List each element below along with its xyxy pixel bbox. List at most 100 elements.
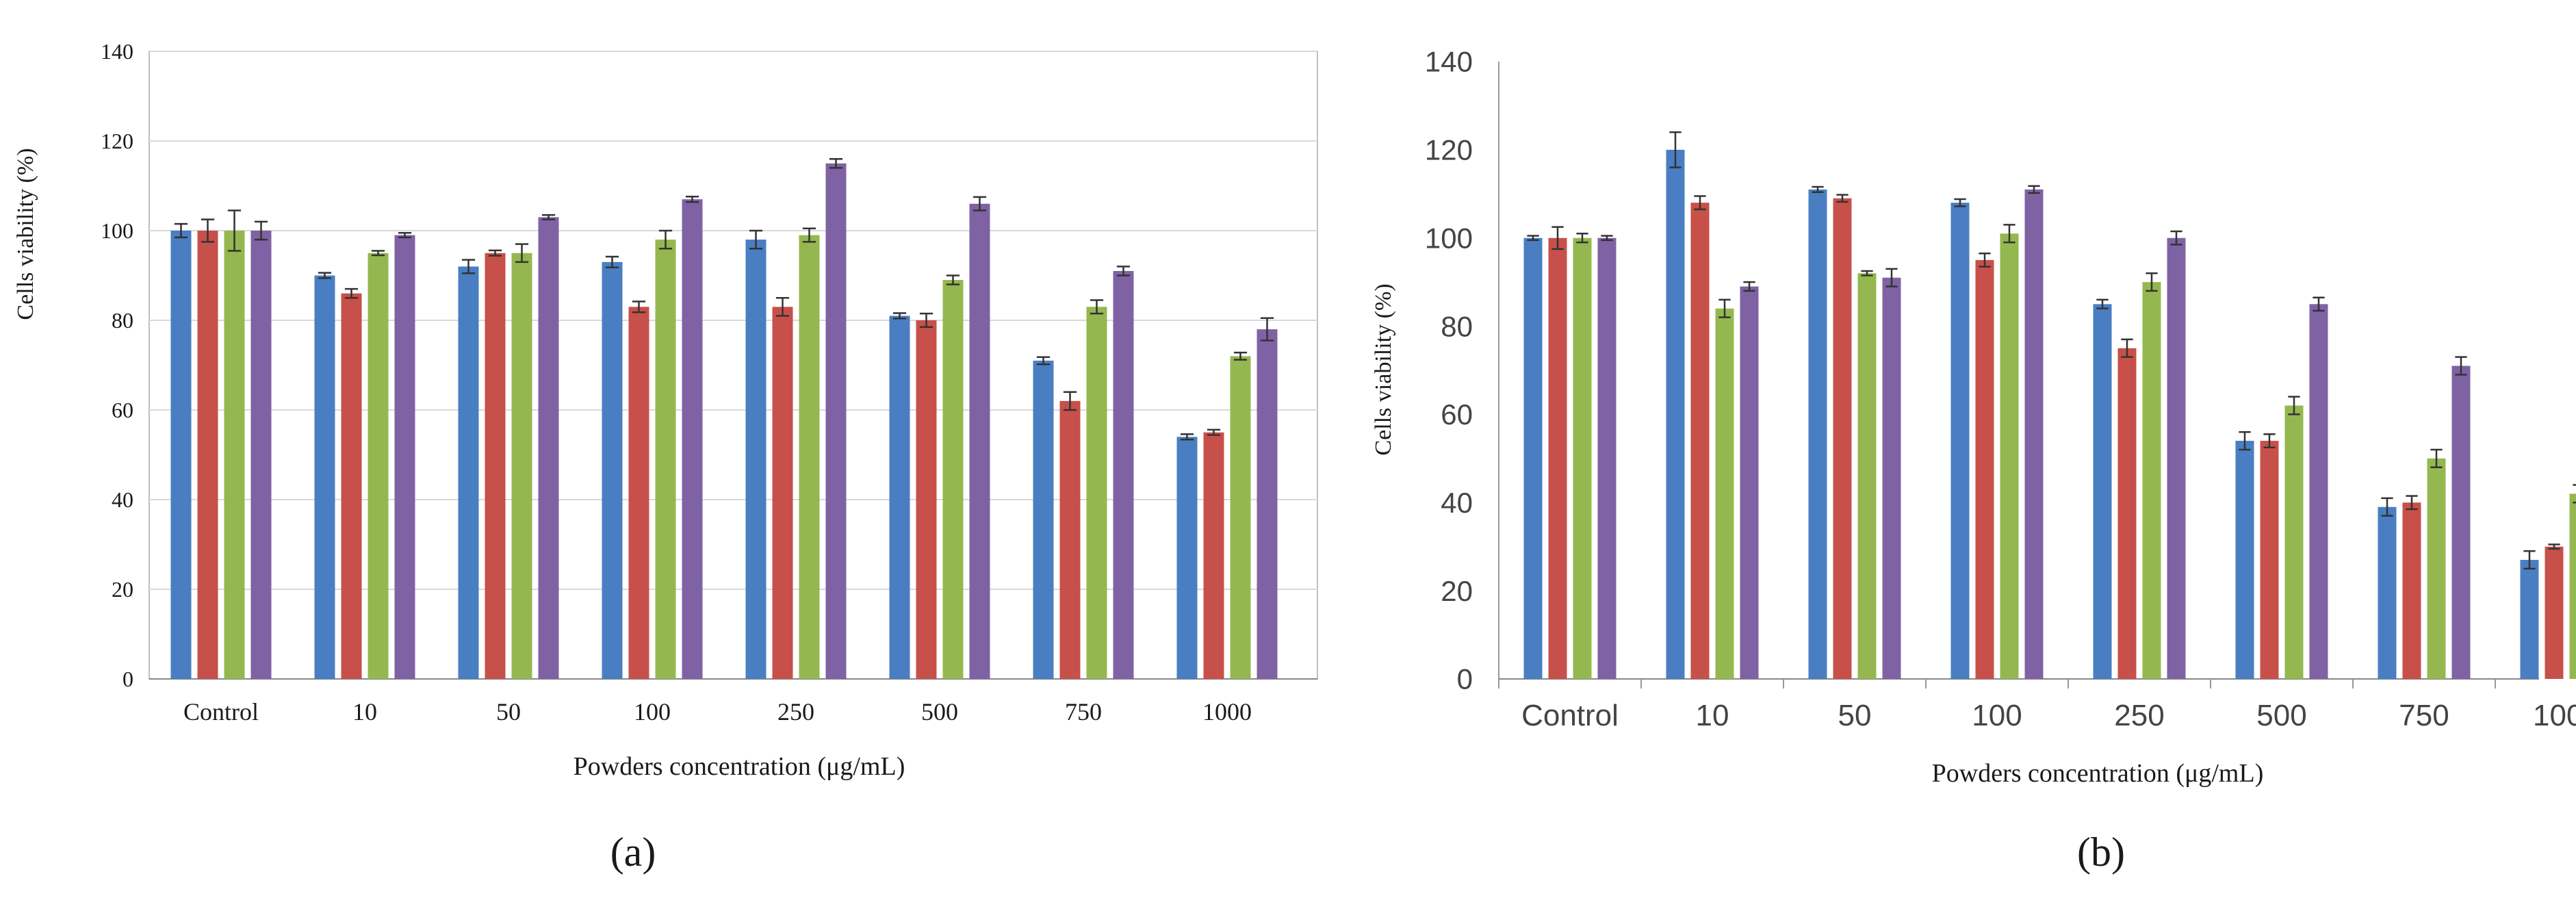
x-category-label-a: 100 bbox=[634, 698, 671, 725]
x-axis-label-b: Powders concentration (μg/mL) bbox=[1932, 759, 2264, 788]
bar-a-750-s2 bbox=[1059, 400, 1081, 679]
bar-b-1000-s1 bbox=[2520, 560, 2539, 679]
bar-b-100-s4 bbox=[2024, 189, 2044, 679]
y-tick-label-b: 80 bbox=[1441, 310, 1473, 342]
bar-a-100-s1 bbox=[602, 261, 623, 680]
bar-a-Control-s1 bbox=[170, 231, 192, 679]
bar-b-1000-s2 bbox=[2545, 546, 2564, 679]
x-category-label-b: 10 bbox=[1696, 699, 1729, 732]
bar-a-500-s3 bbox=[942, 280, 964, 679]
x-category-label-a: 50 bbox=[496, 698, 521, 725]
bar-b-50-s2 bbox=[1833, 198, 1852, 679]
y-tick-label-b: 140 bbox=[1425, 46, 1473, 78]
bar-a-50-s3 bbox=[511, 253, 532, 679]
x-category-label-a: Control bbox=[183, 698, 259, 725]
bar-b-750-s3 bbox=[2427, 458, 2446, 679]
y-tick-label-a: 0 bbox=[123, 667, 133, 691]
y-tick-label-b: 0 bbox=[1457, 663, 1473, 695]
y-tick-label-b: 60 bbox=[1441, 398, 1473, 430]
bar-b-250-s3 bbox=[2142, 282, 2161, 680]
x-category-label-b: 750 bbox=[2399, 699, 2449, 732]
chart-panel-a: Cells viability (%) Powders concentratio… bbox=[13, 39, 1318, 875]
bar-a-10-s2 bbox=[341, 293, 362, 679]
bar-b-Control-s1 bbox=[1523, 237, 1543, 679]
bar-b-500-s1 bbox=[2235, 441, 2254, 679]
bar-b-500-s2 bbox=[2260, 441, 2279, 679]
bar-b-500-s3 bbox=[2284, 405, 2304, 679]
bar-a-1000-s3 bbox=[1230, 356, 1251, 679]
bar-b-50-s4 bbox=[1882, 277, 1901, 679]
bar-a-250-s3 bbox=[799, 235, 820, 679]
x-axis-label-a: Powders concentration (μg/mL) bbox=[574, 752, 905, 781]
bar-a-Control-s4 bbox=[250, 231, 272, 679]
bar-a-10-s3 bbox=[368, 253, 389, 679]
bar-b-Control-s2 bbox=[1548, 237, 1567, 679]
bar-b-50-s3 bbox=[1857, 273, 1877, 679]
y-tick-label-b: 120 bbox=[1425, 134, 1473, 166]
x-category-label-a: 10 bbox=[352, 698, 377, 725]
bar-b-1000-s3 bbox=[2569, 493, 2576, 679]
bar-b-500-s4 bbox=[2309, 304, 2328, 679]
y-tick-label-a: 140 bbox=[101, 39, 133, 64]
y-tick-label-b: 100 bbox=[1425, 222, 1473, 254]
bar-a-750-s1 bbox=[1033, 360, 1054, 679]
bar-a-1000-s4 bbox=[1257, 329, 1278, 679]
x-category-label-b: 1000 bbox=[2533, 699, 2576, 732]
bar-a-500-s4 bbox=[969, 203, 990, 679]
bar-a-250-s4 bbox=[825, 163, 847, 679]
bar-a-750-s4 bbox=[1113, 270, 1134, 679]
bar-b-Control-s3 bbox=[1573, 237, 1592, 679]
bar-b-Control-s4 bbox=[1597, 237, 1617, 679]
x-category-label-b: 100 bbox=[1972, 699, 2022, 732]
x-category-label-a: 500 bbox=[921, 698, 958, 725]
y-tick-label-b: 20 bbox=[1441, 575, 1473, 607]
bar-a-50-s4 bbox=[538, 217, 559, 680]
bar-b-750-s1 bbox=[2378, 506, 2397, 679]
bar-b-750-s4 bbox=[2451, 365, 2471, 679]
bar-b-100-s2 bbox=[1975, 259, 1994, 679]
x-category-label-b: Control bbox=[1521, 699, 1619, 732]
bar-b-250-s1 bbox=[2093, 304, 2112, 679]
bar-a-1000-s1 bbox=[1176, 437, 1198, 679]
y-tick-label-a: 80 bbox=[112, 308, 133, 333]
chart-panel-b: Cells viability (%) Powders concentratio… bbox=[1371, 46, 2576, 875]
x-category-label-a: 750 bbox=[1065, 698, 1102, 725]
y-tick-label-a: 120 bbox=[101, 129, 133, 153]
bar-b-10-s3 bbox=[1715, 308, 1734, 679]
bar-b-10-s1 bbox=[1666, 149, 1685, 679]
bar-a-100-s4 bbox=[682, 199, 703, 679]
x-category-label-a: 1000 bbox=[1202, 698, 1252, 725]
y-tick-label-a: 20 bbox=[112, 577, 133, 602]
bar-b-250-s4 bbox=[2167, 237, 2186, 679]
bar-a-10-s4 bbox=[394, 235, 415, 679]
y-tick-label-a: 100 bbox=[101, 218, 133, 243]
bar-b-750-s2 bbox=[2402, 502, 2421, 679]
panel-label-b: (b) bbox=[2077, 830, 2125, 875]
bar-a-250-s1 bbox=[745, 240, 767, 680]
bar-b-10-s4 bbox=[1740, 286, 1759, 680]
bar-a-Control-s3 bbox=[224, 231, 245, 679]
y-tick-label-b: 40 bbox=[1441, 487, 1473, 519]
bar-a-750-s3 bbox=[1086, 307, 1107, 680]
bar-a-50-s2 bbox=[485, 253, 506, 679]
x-category-label-a: 250 bbox=[777, 698, 814, 725]
bar-b-10-s2 bbox=[1690, 203, 1710, 680]
bar-a-500-s2 bbox=[916, 320, 937, 679]
bar-a-Control-s2 bbox=[197, 231, 218, 679]
bar-a-500-s1 bbox=[889, 316, 910, 679]
y-tick-label-a: 60 bbox=[112, 398, 133, 422]
bar-b-100-s1 bbox=[1950, 203, 1970, 680]
y-axis-label-b: Cells viability (%) bbox=[1371, 283, 1396, 455]
bar-a-100-s2 bbox=[628, 307, 649, 680]
bar-b-50-s1 bbox=[1808, 189, 1827, 679]
bar-a-10-s1 bbox=[314, 275, 335, 679]
y-axis-label-a: Cells viability (%) bbox=[13, 148, 38, 320]
x-category-label-b: 250 bbox=[2114, 699, 2164, 732]
panel-label-a: (a) bbox=[610, 830, 656, 875]
x-category-label-b: 50 bbox=[1838, 699, 1872, 732]
y-tick-label-a: 40 bbox=[112, 487, 133, 512]
x-category-label-b: 500 bbox=[2256, 699, 2306, 732]
bar-b-100-s3 bbox=[2000, 233, 2019, 679]
bar-a-250-s2 bbox=[772, 307, 793, 680]
